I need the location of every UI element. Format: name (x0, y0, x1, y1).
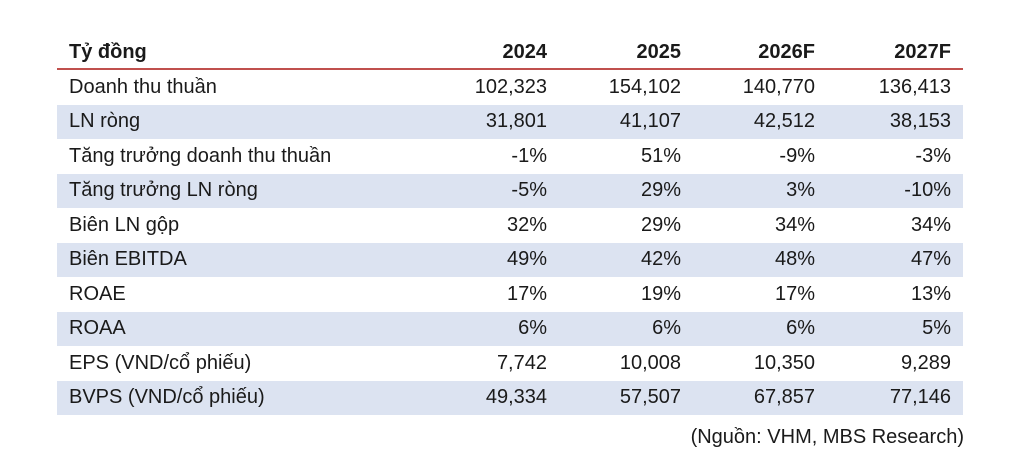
row-value-2024: 102,323 (474, 75, 547, 98)
row-value-2026f: 42,512 (693, 104, 827, 139)
row-value-2024: -5% (437, 173, 559, 208)
row-value-2026f: 3% (693, 173, 827, 208)
financial-table: Tỷ đồng 2024 2025 2026F 2027F Doanh thu … (57, 36, 963, 415)
row-value-2025: 6% (559, 311, 693, 346)
row-value-2024: 7,742 (496, 351, 547, 374)
row-value-2026f: 67,857 (693, 380, 827, 415)
table-row: ROAE 17% 19% 17% 13% (57, 277, 963, 312)
table-row: BVPS (VND/cổ phiếu) 49,334 57,507 67,857 77,… (57, 380, 963, 415)
header-year-2024: 2024 (437, 36, 559, 70)
row-value-2025: 10,008 (619, 351, 681, 374)
row-value-2024: -1% (511, 144, 547, 167)
header-year-2026f: 2026F (693, 36, 827, 70)
table-row: ROAA 6% 6% 6% 5% (57, 311, 963, 346)
row-value-2024: 49,334 (437, 380, 559, 415)
table-row: EPS (VND/cổ phiếu) 7,742 10,008 10,350 9,289 (57, 346, 963, 381)
row-value-2026f: 48% (693, 242, 827, 277)
table-row: Biên LN gộp 32% 29% 34% 34% (57, 208, 963, 243)
row-value-2025: 42% (559, 242, 693, 277)
header-year-2025: 2025 (559, 36, 693, 70)
row-value-2026f: -9% (779, 144, 815, 167)
header-unit-label: Tỷ đồng (57, 36, 437, 70)
row-value-2026f: 17% (774, 282, 815, 305)
row-value-2027f: 77,146 (827, 380, 963, 415)
row-value-2027f: 47% (827, 242, 963, 277)
table-row: Tăng trưởng LN ròng -5% 29% 3% -10% (57, 173, 963, 208)
row-value-2025: 29% (559, 173, 693, 208)
row-value-2027f: 9,289 (900, 351, 951, 374)
row-value-2025: 29% (640, 213, 681, 236)
source-note: (Nguồn: VHM, MBS Research) (690, 426, 964, 448)
row-value-2025: 51% (640, 144, 681, 167)
row-value-2025: 57,507 (559, 380, 693, 415)
row-value-2027f: 136,413 (878, 75, 951, 98)
row-label: BVPS (VND/cổ phiếu) (57, 380, 437, 415)
row-label: Doanh thu thuần (69, 75, 217, 98)
table-row: LN ròng 31,801 41,107 42,512 38,153 (57, 104, 963, 139)
row-value-2025: 41,107 (559, 104, 693, 139)
table-row: Tăng trưởng doanh thu thuần -1% 51% -9% -3% (57, 139, 963, 174)
row-label: Tăng trưởng LN ròng (57, 173, 437, 208)
row-value-2024: 49% (437, 242, 559, 277)
row-label: ROAA (57, 311, 437, 346)
row-value-2024: 31,801 (437, 104, 559, 139)
financial-table-container: Tỷ đồng 2024 2025 2026F 2027F Doanh thu … (57, 36, 963, 415)
row-value-2027f: -10% (827, 173, 963, 208)
row-value-2026f: 10,350 (753, 351, 815, 374)
row-label: Biên LN gộp (69, 213, 180, 236)
row-label: EPS (VND/cổ phiếu) (69, 351, 252, 374)
row-value-2027f: 34% (910, 213, 951, 236)
row-label: Tăng trưởng doanh thu thuần (69, 144, 332, 167)
header-year-2027f: 2027F (827, 36, 963, 70)
row-value-2027f: -3% (915, 144, 951, 167)
row-value-2024: 17% (506, 282, 547, 305)
row-value-2025: 19% (640, 282, 681, 305)
row-label: LN ròng (57, 104, 437, 139)
row-label: ROAE (69, 282, 126, 305)
table-body: Doanh thu thuần 102,323 154,102 140,770 136,… (57, 69, 963, 415)
row-value-2024: 6% (437, 311, 559, 346)
row-value-2026f: 140,770 (742, 75, 815, 98)
row-value-2025: 154,102 (608, 75, 681, 98)
row-value-2024: 32% (506, 213, 547, 236)
row-value-2026f: 34% (774, 213, 815, 236)
row-value-2026f: 6% (693, 311, 827, 346)
row-value-2027f: 13% (910, 282, 951, 305)
table-row: Biên EBITDA 49% 42% 48% 47% (57, 242, 963, 277)
table-row: Doanh thu thuần 102,323 154,102 140,770 136,… (57, 69, 963, 105)
row-value-2027f: 38,153 (827, 104, 963, 139)
table-header-row: Tỷ đồng 2024 2025 2026F 2027F (57, 36, 963, 70)
row-label: Biên EBITDA (57, 242, 437, 277)
row-value-2027f: 5% (827, 311, 963, 346)
